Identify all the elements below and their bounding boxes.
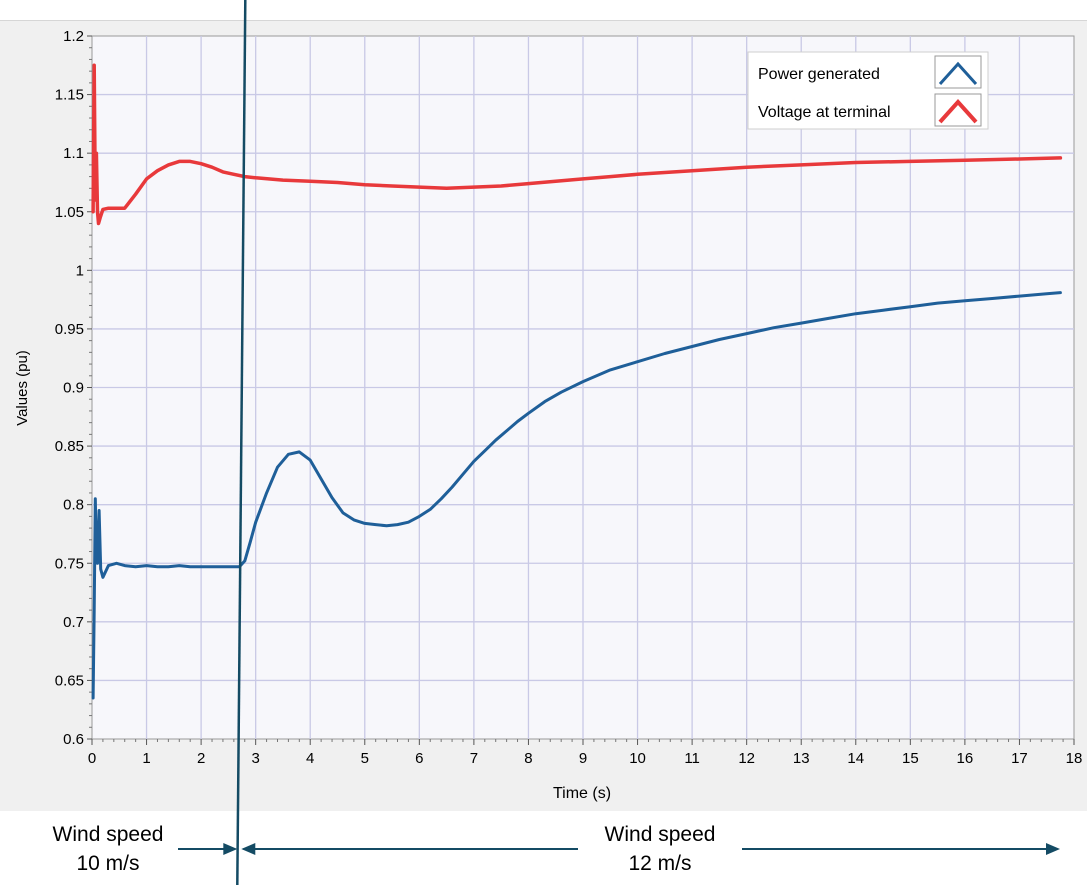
right-arrow-back-head xyxy=(241,843,256,855)
wind-speed-annotation: Wind speed 10 m/s Wind speed 12 m/s xyxy=(53,823,1060,875)
right-wind-value: 12 m/s xyxy=(628,852,691,875)
x-tick-label: 8 xyxy=(524,750,532,767)
x-tick-label: 1 xyxy=(142,750,150,767)
x-tick-label: 18 xyxy=(1066,750,1083,767)
y-tick-label: 0.65 xyxy=(55,672,84,689)
y-tick-label: 0.75 xyxy=(55,555,84,572)
x-tick-label: 17 xyxy=(1011,750,1028,767)
y-tick-label: 1.15 xyxy=(55,87,84,104)
x-tick-label: 14 xyxy=(847,750,864,767)
x-tick-label: 6 xyxy=(415,750,423,767)
x-tick-label: 7 xyxy=(470,750,478,767)
x-tick-label: 4 xyxy=(306,750,314,767)
x-tick-label: 3 xyxy=(251,750,259,767)
y-tick-label: 0.95 xyxy=(55,321,84,338)
series-line-power-generated xyxy=(91,291,1062,700)
legend-line-icon xyxy=(938,61,978,86)
x-tick-label: 16 xyxy=(957,750,974,767)
wind-change-marker-line xyxy=(236,0,247,886)
series-line-voltage-at-terminal xyxy=(91,63,1063,226)
x-axis-label: Time (s) xyxy=(553,785,611,802)
y-axis-label: Values (pu) xyxy=(14,350,31,426)
y-tick-label: 0.8 xyxy=(63,497,84,514)
left-arrow-head xyxy=(223,843,238,855)
x-tick-label: 13 xyxy=(793,750,810,767)
x-tick-label: 2 xyxy=(197,750,205,767)
legend-label-voltage: Voltage at terminal xyxy=(758,104,891,121)
y-tick-label: 0.85 xyxy=(55,438,84,455)
x-tick-label: 11 xyxy=(684,750,700,767)
legend-label-power: Power generated xyxy=(758,66,880,83)
x-tick-label: 0 xyxy=(88,750,96,767)
y-tick-label: 0.9 xyxy=(63,380,84,397)
y-tick-label: 1 xyxy=(76,262,84,279)
legend: Power generated Voltage at terminal xyxy=(747,51,989,130)
left-wind-label: Wind speed xyxy=(53,823,164,846)
y-tick-label: 1.1 xyxy=(63,145,84,162)
x-tick-label: 15 xyxy=(902,750,919,767)
x-tick-label: 10 xyxy=(629,750,646,767)
y-tick-label: 1.05 xyxy=(55,204,84,221)
y-tick-label: 1.2 xyxy=(63,28,84,45)
legend-line-icon xyxy=(938,99,978,124)
y-tick-label: 0.6 xyxy=(63,731,84,748)
x-tick-label: 12 xyxy=(738,750,755,767)
x-tick-label: 9 xyxy=(579,750,587,767)
left-wind-value: 10 m/s xyxy=(76,852,139,875)
right-arrow-forward-head xyxy=(1046,843,1060,855)
y-tick-label: 0.7 xyxy=(63,614,84,631)
right-wind-label: Wind speed xyxy=(605,823,716,846)
x-tick-label: 5 xyxy=(361,750,369,767)
